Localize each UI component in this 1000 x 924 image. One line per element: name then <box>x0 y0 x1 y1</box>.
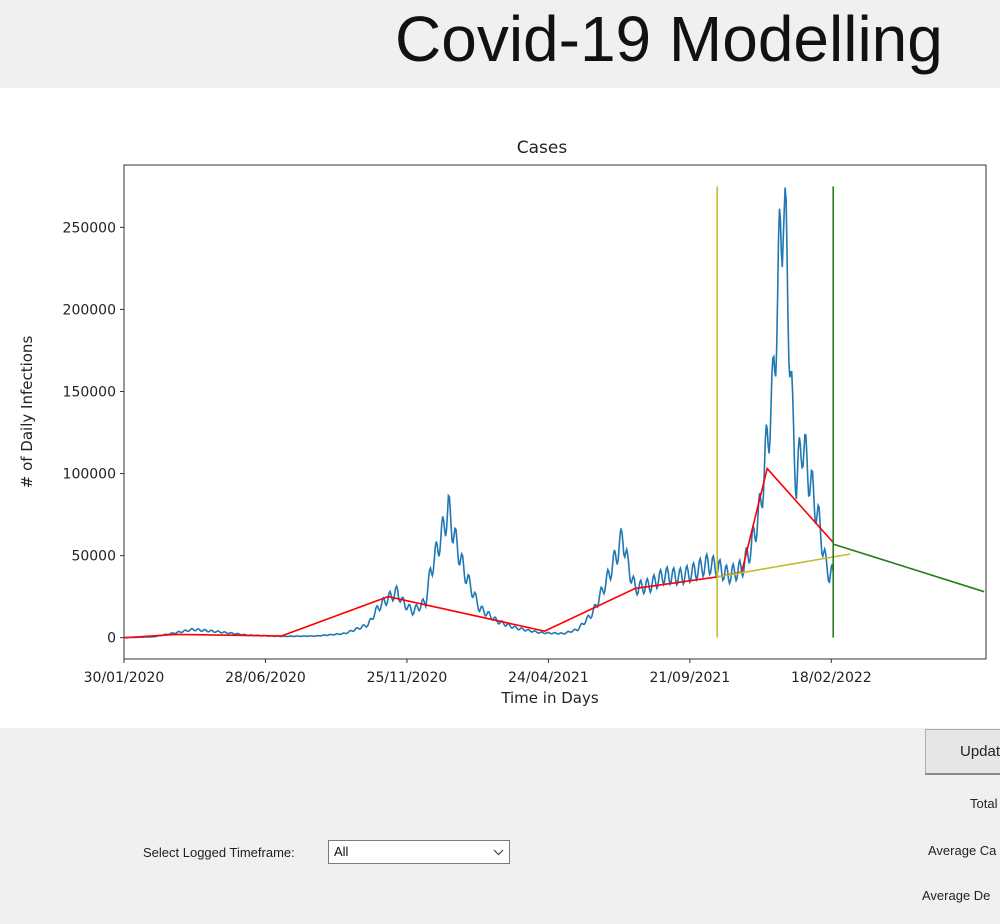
series-line-3 <box>832 543 985 593</box>
app-title: Covid-19 Modelling <box>395 3 943 75</box>
total-label: Total <box>970 796 998 811</box>
timeframe-select[interactable]: All <box>328 840 510 864</box>
x-tick-label-3: 24/04/2021 <box>508 670 589 686</box>
cases-chart: 0 50000 100000 150000 200000 250000 30/01/2020… <box>18 138 987 707</box>
x-tick-label-1: 28/06/2020 <box>225 670 306 686</box>
y-axis-label: # of Daily Infections <box>18 336 36 489</box>
x-tick-label-2: 25/11/2020 <box>367 670 448 686</box>
plot-area <box>123 164 987 660</box>
y-tick-label-4: 200000 <box>63 302 116 318</box>
y-tick-label-5: 250000 <box>63 220 116 236</box>
timeframe-selected-value: All <box>334 844 349 859</box>
chart-figure: 0 50000 100000 150000 200000 250000 30/01/2020… <box>0 88 1000 728</box>
x-tick-label-0: 30/01/2020 <box>84 670 165 686</box>
average-deaths-label: Average De <box>922 888 991 903</box>
x-tick-label-5: 18/02/2022 <box>791 670 872 686</box>
timeframe-label: Select Logged Timeframe: <box>143 845 295 860</box>
y-tick-label-2: 100000 <box>63 467 116 483</box>
average-cases-label: Average Ca <box>928 843 997 858</box>
y-tick-label-1: 50000 <box>71 549 116 565</box>
series-line-1 <box>123 466 834 639</box>
series-line-2 <box>717 553 851 578</box>
x-tick-label-4: 21/09/2021 <box>650 670 731 686</box>
controls-panel <box>0 728 1000 924</box>
chevron-down-icon <box>493 849 504 856</box>
chart-title: Cases <box>517 138 568 158</box>
y-tick-label-0: 0 <box>107 631 116 647</box>
x-axis-label: Time in Days <box>500 689 599 707</box>
y-tick-label-3: 150000 <box>63 384 116 400</box>
update-button[interactable]: Update <box>925 729 1000 775</box>
app-header: Covid-19 Modelling <box>0 0 1000 88</box>
